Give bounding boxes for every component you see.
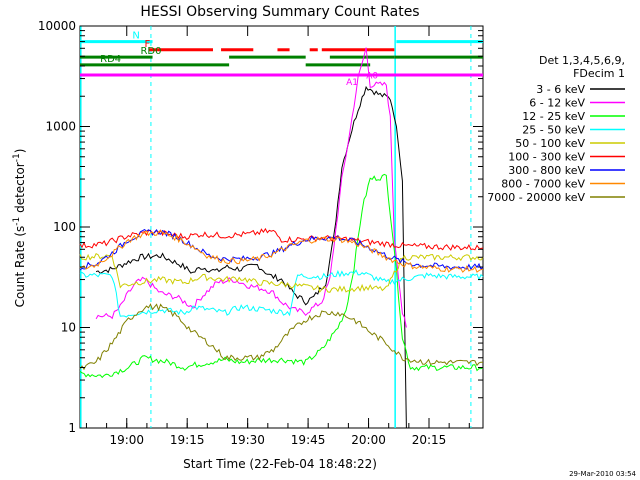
y-axis-label-main: Count Rate (s <box>13 226 27 308</box>
legend-item-label: 6 - 12 keV <box>529 97 585 110</box>
y-axis-label-end: ) <box>13 149 27 154</box>
legend-item-label: 50 - 100 keV <box>515 137 585 150</box>
x-tick-label: 20:15 <box>412 433 447 447</box>
attenuator-label: A1 <box>346 78 358 88</box>
series-line <box>79 229 484 271</box>
x-tick-label: 19:15 <box>170 433 205 447</box>
y-tick-label: 100 <box>53 220 76 234</box>
legend-header-1: Det 1,3,4,5,6,9, <box>539 54 625 67</box>
legend-item-label: 100 - 300 keV <box>508 151 585 164</box>
y-axis-label-sup2: -1 <box>12 153 22 162</box>
attenuator-label: A0 <box>366 72 378 82</box>
legend-item-label: 25 - 50 keV <box>522 124 585 137</box>
series-lines <box>79 47 484 429</box>
series-line <box>79 173 484 379</box>
y-axis-label-mid: detector <box>13 162 27 217</box>
plot-frame <box>79 25 484 429</box>
legend-item-label: 7000 - 20000 keV <box>487 191 585 204</box>
attenuator-labels: A1 A0 <box>346 72 378 88</box>
x-tick-label: 19:00 <box>109 433 144 447</box>
y-axis-label: Count Rate (s-1 detector-1) <box>12 149 27 308</box>
series-line <box>79 229 484 273</box>
series-line <box>95 85 407 429</box>
y-tick-label: 1000 <box>45 120 76 134</box>
x-tick-label: 20:00 <box>351 433 386 447</box>
legend-item-label: 800 - 7000 keV <box>501 178 585 191</box>
x-axis: 19:00 19:15 19:30 19:45 20:00 20:15 <box>85 26 470 447</box>
x-tick-label: 19:45 <box>291 433 326 447</box>
y-tick-label: 1 <box>68 421 76 435</box>
y-axis: 1 10 100 1000 10000 <box>38 19 483 435</box>
flag-bar-label: N <box>132 31 139 42</box>
chart-title: HESSI Observing Summary Count Rates <box>140 4 419 20</box>
plot-area <box>79 25 484 429</box>
flag-bar-label: RD0 <box>140 46 161 57</box>
series-line <box>79 303 484 371</box>
series-line <box>95 47 407 328</box>
series-line <box>79 269 484 318</box>
series-line <box>79 253 484 293</box>
footer-timestamp: 29-Mar-2010 03:54 <box>569 470 636 478</box>
y-tick-label: 10000 <box>38 19 76 33</box>
legend-item-label: 12 - 25 keV <box>522 110 585 123</box>
legend-item-label: 3 - 6 keV <box>536 83 585 96</box>
flag-bar-label: F <box>144 39 150 50</box>
x-axis-label: Start Time (22-Feb-04 18:48:22) <box>183 457 377 471</box>
legend-item-label: 300 - 800 keV <box>508 164 585 177</box>
legend-header-2: FDecim 1 <box>573 67 625 80</box>
flag-bar-label: RD4 <box>100 54 121 65</box>
x-tick-label: 19:30 <box>230 433 265 447</box>
y-axis-label-sup1: -1 <box>12 217 22 226</box>
y-tick-label: 10 <box>61 321 76 335</box>
